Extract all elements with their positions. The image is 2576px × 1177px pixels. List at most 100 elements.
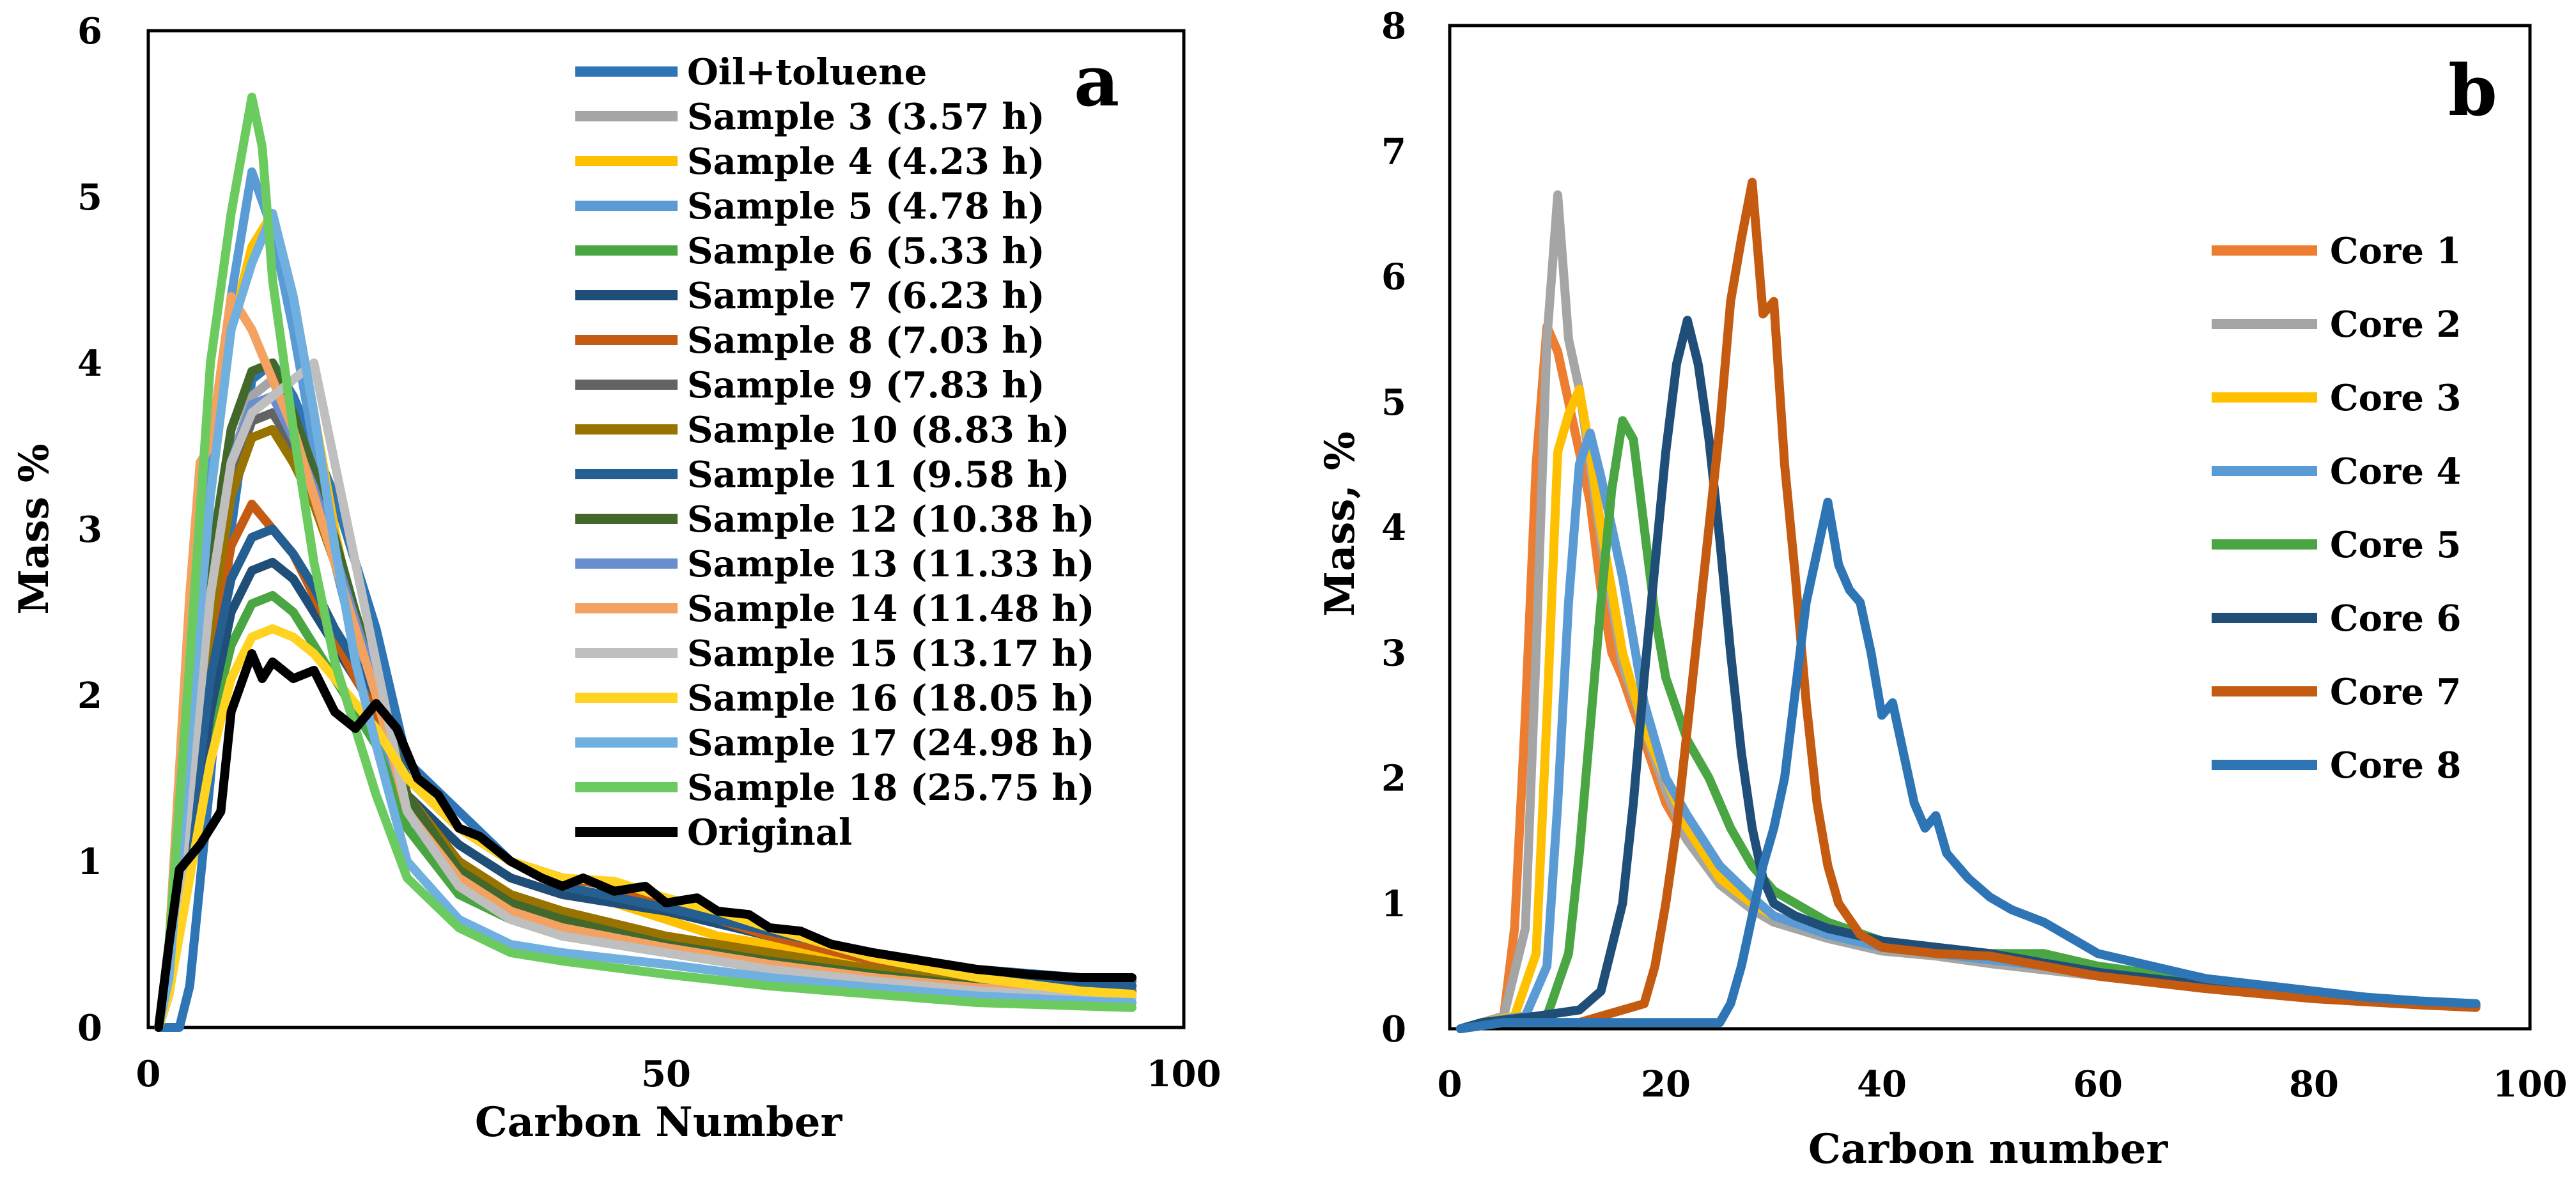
panel-b-ticks: 0 20 40 60 80 100 0 1 2 3 4 5 6 7 8 [1381,5,2567,1105]
panel-a-legend-label: Oil+toluene [687,51,927,93]
panel-b-y-tick-label: 8 [1381,5,1406,47]
panel-b-series-group [1455,178,2481,1033]
panel-a-legend-label: Sample 4 (4.23 h) [687,141,1045,183]
panel-a-legend-label: Sample 3 (3.57 h) [687,96,1045,138]
panel-a-legend-label: Sample 5 (4.78 h) [687,185,1045,227]
panel-b-x-tick-label: 100 [2493,1063,2568,1105]
panel-b-legend-item: Core 3 [2212,377,2462,419]
panel-a-legend-item: Sample 7 (6.23 h) [575,275,1045,317]
panel-a-series-group [154,93,1137,1032]
panel-b-series-line-5 [1455,416,2481,1033]
panel-b-y-tick-label: 5 [1381,381,1406,424]
panel-a-legend-item: Sample 13 (11.33 h) [575,543,1095,585]
panel-a-legend-item: Sample 5 (4.78 h) [575,185,1045,227]
panel-b-legend-item: Core 5 [2212,524,2462,566]
panel-a-x-tick-label: 100 [1147,1053,1222,1095]
panel-a-ticks: 0 50 100 0 1 2 3 4 5 6 [77,10,1221,1095]
panel-a-legend-item: Sample 11 (9.58 h) [575,454,1070,496]
panel-b-frame [1448,24,2532,1031]
panel-a-y-tick-label: 6 [77,10,102,52]
panel-b-series-line-6 [1455,316,2481,1033]
panel-b-legend-item: Core 2 [2212,304,2462,346]
panel-a-legend-label: Sample 18 (25.75 h) [687,767,1095,809]
panel-b-legend-item: Core 6 [2212,597,2462,640]
panel-a-legend-item: Sample 12 (10.38 h) [575,498,1095,541]
panel-a-y-tick-label: 4 [77,342,102,385]
panel-a-legend-label: Original [687,812,852,854]
panel-b-y-tick-label: 7 [1381,130,1406,173]
panel-b-y-tick-label: 2 [1381,758,1406,800]
panel-b-series-line-8 [1455,497,2481,1033]
panel-a-x-axis-label: Carbon Number [475,1098,843,1146]
panel-b-legend-label: Core 1 [2330,230,2462,272]
panel-b-series-line-7 [1455,178,2481,1033]
panel-a-legend-label: Sample 6 (5.33 h) [687,230,1045,272]
panel-a-legend-item: Sample 9 (7.83 h) [575,364,1045,406]
panel-b-x-tick-label: 80 [2289,1063,2339,1105]
panel-b-legend-label: Core 8 [2330,744,2462,787]
panel-a-legend-label: Sample 15 (13.17 h) [687,633,1095,675]
panel-b-x-tick-label: 60 [2073,1063,2123,1105]
panel-b-y-tick-label: 6 [1381,256,1406,298]
panel-b-legend-item: Core 8 [2212,744,2462,787]
panel-b-x-tick-label: 40 [1857,1063,1907,1105]
panel-a-legend-item: Sample 18 (25.75 h) [575,767,1095,809]
panel-a-label: a [1074,40,1119,122]
panel-b-legend: Core 1 Core 2 Core 3 Core 4 Core 5 Core 6 Core… [2212,230,2462,787]
panel-a-y-tick-label: 0 [77,1007,102,1049]
panel-b-y-tick-label: 4 [1381,507,1406,549]
panel-b-y-tick-label: 3 [1381,632,1406,674]
panel-a-legend-label: Sample 17 (24.98 h) [687,722,1095,764]
panel-a-legend-label: Sample 9 (7.83 h) [687,364,1045,406]
panel-b-y-axis-label: Mass, % [1316,431,1364,617]
panel-a-legend-item: Sample 15 (13.17 h) [575,633,1095,675]
panel-a-series-line-16 [154,209,1137,1032]
panel-b-legend-label: Core 6 [2330,597,2462,640]
panel-b-legend-label: Core 5 [2330,524,2462,566]
panel-a-legend-item: Original [575,812,852,854]
panel-a-series-line-14 [154,358,1137,1032]
panel-a-legend-item: Sample 3 (3.57 h) [575,96,1045,138]
panel-a-legend-label: Sample 13 (11.33 h) [687,543,1095,585]
panel-a-legend-item: Sample 16 (18.05 h) [575,677,1095,719]
panel-a-y-tick-label: 5 [77,176,102,219]
panel-b-legend-item: Core 1 [2212,230,2462,272]
panel-b-legend-item: Core 7 [2212,671,2462,713]
panel-b-series-line-1 [1455,322,2481,1033]
panel-b-y-tick-label: 1 [1381,883,1406,925]
panel-a-legend-label: Sample 16 (18.05 h) [687,677,1095,719]
panel-b-legend-item: Core 4 [2212,450,2462,493]
panel-a-y-tick-label: 3 [77,509,102,551]
panel-a-series-line-18 [154,649,1137,1032]
panel-a-legend-item: Sample 4 (4.23 h) [575,141,1045,183]
panel-a-legend-item: Oil+toluene [575,51,927,93]
panel-b-label: b [2448,49,2497,132]
panel-a-x-tick-label: 0 [136,1053,161,1095]
panel-b-x-axis-label: Carbon number [1808,1125,2169,1173]
panel-a-legend-item: Sample 6 (5.33 h) [575,230,1045,272]
panel-a-legend-item: Sample 10 (8.83 h) [575,409,1070,451]
panel-a-x-tick-label: 50 [641,1053,691,1095]
panel-a-y-tick-label: 2 [77,675,102,717]
panel-a-y-axis-label: Mass % [10,443,58,614]
panel-b-y-tick-label: 0 [1381,1008,1406,1050]
panel-a: 0 50 100 0 1 2 3 4 5 6 Carbon Number Mass % a Oil… [10,10,1221,1146]
panel-a-legend-label: Sample 8 (7.03 h) [687,319,1045,362]
panel-b-legend-label: Core 3 [2330,377,2462,419]
panel-a-legend-item: Sample 8 (7.03 h) [575,319,1045,362]
panel-a-legend-item: Sample 17 (24.98 h) [575,722,1095,764]
panel-b-legend-label: Core 7 [2330,671,2462,713]
panel-a-y-tick-label: 1 [77,841,102,883]
panel-a-legend-label: Sample 10 (8.83 h) [687,409,1070,451]
panel-a-frame [146,29,1186,1029]
panel-b-x-tick-label: 20 [1641,1063,1691,1105]
panel-a-legend-item: Sample 14 (11.48 h) [575,588,1095,630]
panel-b-legend-label: Core 4 [2330,450,2462,493]
panel-a-legend-label: Sample 7 (6.23 h) [687,275,1045,317]
panel-a-legend-label: Sample 11 (9.58 h) [687,454,1070,496]
panel-a-legend-label: Sample 14 (11.48 h) [687,588,1095,630]
panel-b: 0 20 40 60 80 100 0 1 2 3 4 5 6 7 8 Carbon number Mass… [1316,5,2567,1173]
panel-b-legend-label: Core 2 [2330,304,2462,346]
